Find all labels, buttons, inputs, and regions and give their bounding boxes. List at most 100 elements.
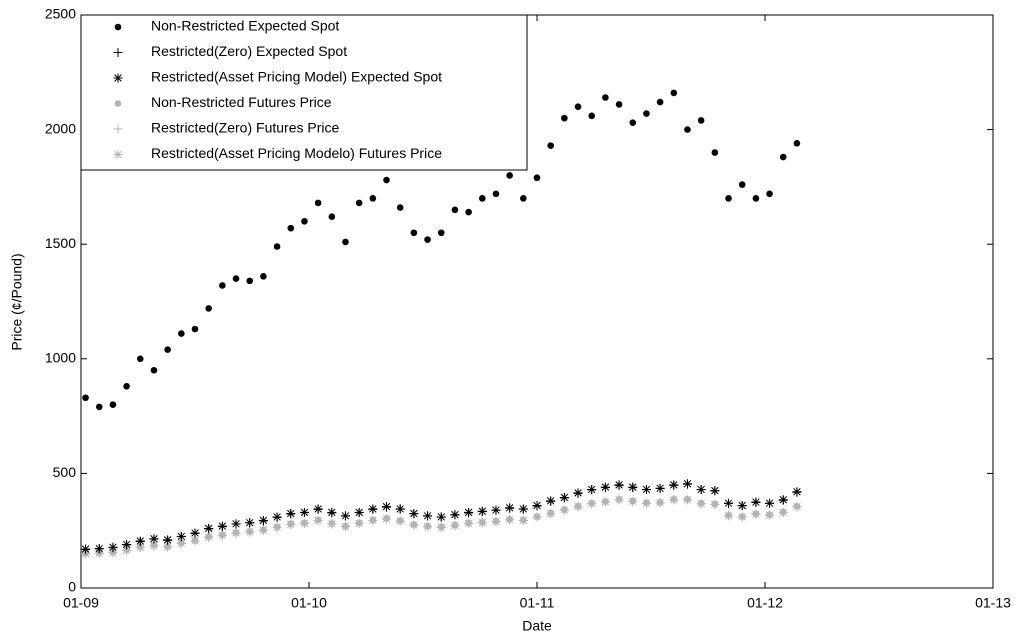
data-point [532, 501, 542, 511]
data-point [643, 499, 650, 507]
data-point [191, 537, 199, 544]
data-point [478, 195, 486, 202]
data-point [314, 516, 322, 524]
y-tick-label: 500 [53, 464, 77, 480]
data-point [123, 546, 130, 554]
data-point [437, 523, 445, 531]
data-point [682, 479, 692, 489]
data-point [506, 172, 513, 179]
data-point [246, 528, 254, 535]
data-point [122, 540, 132, 550]
data-point [383, 515, 390, 522]
legend-marker [113, 124, 123, 134]
data-point [655, 484, 665, 494]
data-point [340, 511, 350, 521]
data-point [670, 495, 678, 503]
data-point [629, 497, 637, 505]
data-point [778, 495, 788, 505]
data-point [546, 496, 556, 506]
data-point [123, 383, 130, 390]
data-point [314, 199, 322, 207]
data-point [588, 112, 596, 120]
data-point [94, 544, 104, 554]
data-point [696, 485, 706, 495]
data-point [491, 505, 501, 515]
data-point [656, 498, 664, 506]
data-point [587, 485, 597, 495]
data-point [492, 190, 500, 198]
data-point [684, 495, 691, 503]
data-point [149, 534, 159, 544]
data-point [342, 238, 349, 246]
data-point [465, 208, 472, 216]
data-point [150, 541, 158, 549]
data-point [533, 513, 541, 520]
data-point [178, 539, 185, 547]
data-point [505, 503, 515, 513]
data-point [313, 504, 323, 514]
legend-marker [114, 23, 122, 31]
data-point [711, 149, 719, 156]
data-point [602, 498, 609, 505]
data-point [382, 502, 392, 512]
data-point [410, 521, 418, 528]
data-point [669, 480, 679, 490]
data-point [423, 511, 433, 521]
legend-box [80, 14, 528, 171]
data-point [561, 114, 568, 122]
data-point [245, 518, 255, 528]
data-point [136, 355, 144, 363]
data-point [793, 140, 801, 147]
data-point [477, 506, 487, 516]
data-point [737, 501, 747, 511]
data-point [396, 204, 404, 211]
y-tick-label: 2500 [45, 6, 76, 22]
data-point [273, 523, 281, 531]
data-point [547, 509, 554, 517]
data-point [697, 117, 705, 124]
data-point [409, 509, 419, 519]
legend-marker [113, 48, 123, 57]
data-point [424, 522, 431, 530]
data-point [342, 522, 349, 530]
data-point [574, 103, 582, 110]
data-point [109, 401, 117, 408]
data-point [205, 533, 212, 540]
data-point [272, 512, 282, 522]
x-tick-label: 01-11 [520, 595, 555, 611]
data-point [396, 517, 404, 524]
data-point [136, 543, 144, 551]
data-point [628, 483, 638, 493]
data-point [231, 519, 241, 529]
data-point [301, 519, 308, 527]
data-point [355, 199, 363, 207]
data-point [711, 500, 719, 508]
data-point [751, 498, 761, 508]
data-point [164, 542, 171, 550]
data-point [588, 499, 596, 507]
data-point [752, 510, 760, 518]
data-point [602, 94, 609, 101]
x-tick-label: 01-09 [63, 595, 99, 611]
data-point [792, 487, 802, 497]
legend-label: Restricted(Asset Pricing Model) Expected… [151, 69, 442, 85]
data-point [232, 275, 240, 282]
data-point [81, 544, 91, 554]
data-point [287, 520, 295, 528]
data-point [286, 509, 296, 519]
data-point [260, 526, 267, 534]
data-point [260, 272, 267, 280]
data-point [710, 486, 720, 496]
legend-marker [113, 73, 123, 83]
data-point [643, 110, 650, 117]
y-tick-label: 0 [68, 579, 76, 595]
data-point [779, 508, 787, 516]
data-point [492, 517, 500, 525]
data-point [614, 480, 624, 490]
y-tick-label: 1000 [45, 350, 76, 366]
data-point [518, 504, 528, 514]
data-point [684, 126, 691, 133]
x-tick-label: 01-13 [975, 595, 1011, 611]
data-point [738, 513, 746, 520]
